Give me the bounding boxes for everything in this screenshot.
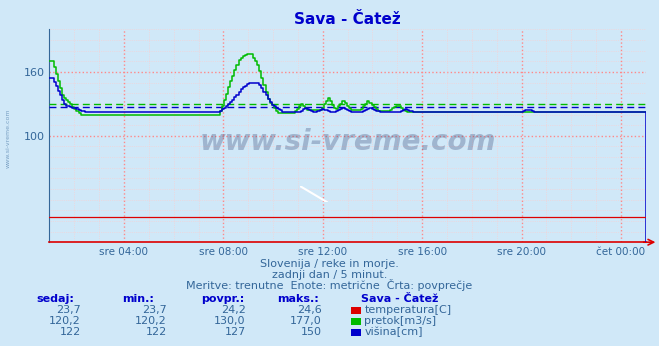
- Text: višina[cm]: višina[cm]: [364, 327, 423, 337]
- Text: maks.:: maks.:: [277, 294, 318, 304]
- Text: 23,7: 23,7: [142, 305, 167, 315]
- Text: temperatura[C]: temperatura[C]: [364, 305, 451, 315]
- Text: zadnji dan / 5 minut.: zadnji dan / 5 minut.: [272, 270, 387, 280]
- Text: Slovenija / reke in morje.: Slovenija / reke in morje.: [260, 259, 399, 269]
- Text: 150: 150: [301, 327, 322, 337]
- Text: 130,0: 130,0: [214, 316, 246, 326]
- Title: Sava - Čatež: Sava - Čatež: [295, 12, 401, 27]
- Text: 120,2: 120,2: [135, 316, 167, 326]
- Text: 23,7: 23,7: [56, 305, 81, 315]
- Text: Sava - Čatež: Sava - Čatež: [361, 294, 438, 304]
- Text: Meritve: trenutne  Enote: metrične  Črta: povprečje: Meritve: trenutne Enote: metrične Črta: …: [186, 279, 473, 291]
- Text: 122: 122: [60, 327, 81, 337]
- Text: 24,2: 24,2: [221, 305, 246, 315]
- Text: min.:: min.:: [122, 294, 154, 304]
- Text: 127: 127: [225, 327, 246, 337]
- Text: 177,0: 177,0: [290, 316, 322, 326]
- Text: 120,2: 120,2: [49, 316, 81, 326]
- Text: www.si-vreme.com: www.si-vreme.com: [5, 109, 11, 168]
- Text: sedaj:: sedaj:: [36, 294, 74, 304]
- Text: 122: 122: [146, 327, 167, 337]
- Text: 24,6: 24,6: [297, 305, 322, 315]
- Text: pretok[m3/s]: pretok[m3/s]: [364, 316, 436, 326]
- Text: www.si-vreme.com: www.si-vreme.com: [200, 128, 496, 156]
- Text: povpr.:: povpr.:: [201, 294, 244, 304]
